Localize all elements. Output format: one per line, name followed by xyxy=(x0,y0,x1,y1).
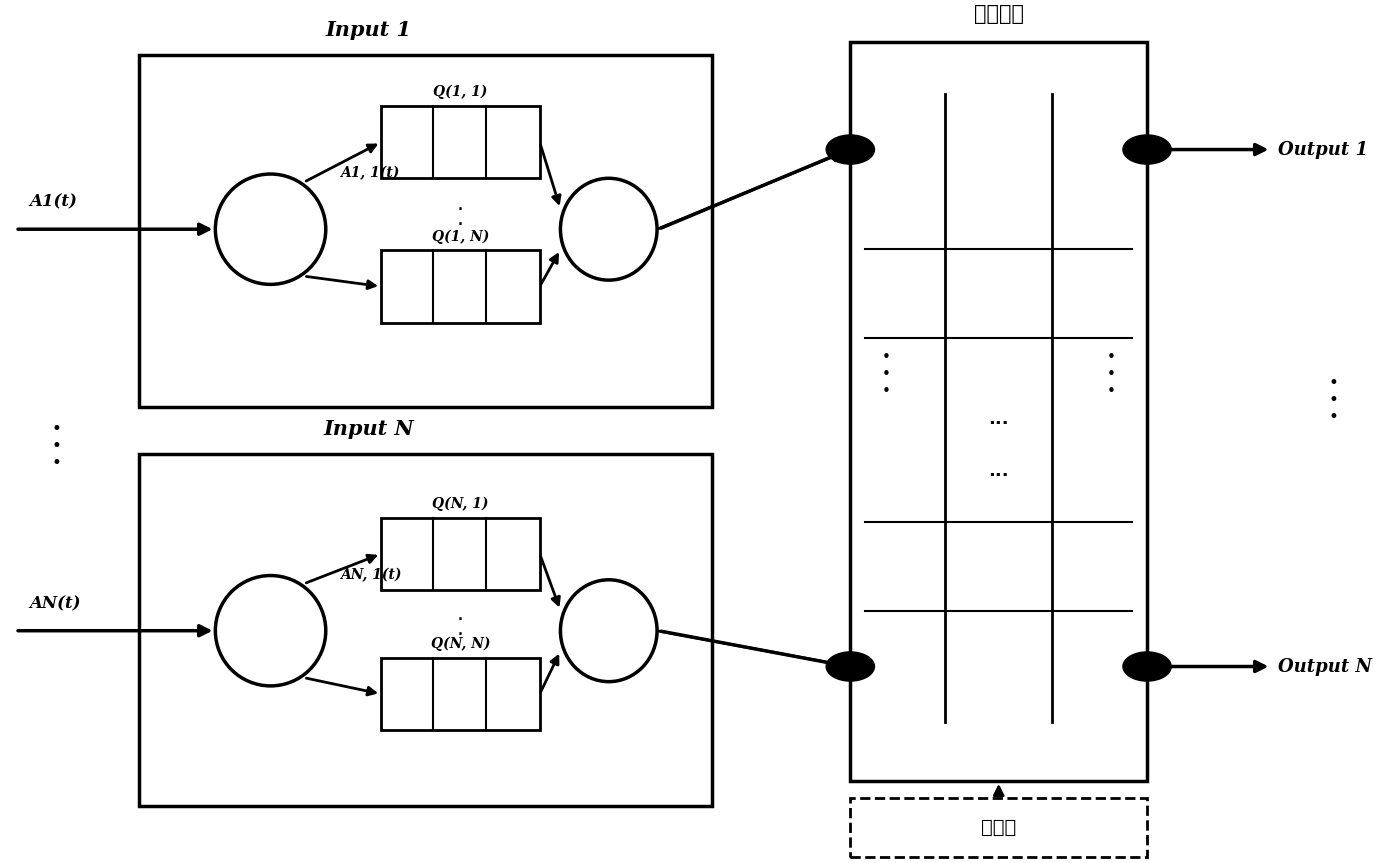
Bar xyxy=(381,250,540,323)
Text: ...: ... xyxy=(988,462,1009,480)
Text: •: • xyxy=(881,350,891,365)
Ellipse shape xyxy=(215,174,325,285)
Text: •: • xyxy=(1107,367,1115,381)
Text: Input 1: Input 1 xyxy=(325,20,412,40)
Ellipse shape xyxy=(560,179,658,280)
Text: •: • xyxy=(881,367,891,381)
Bar xyxy=(381,106,540,179)
Text: •: • xyxy=(52,419,61,438)
Text: Q(1, 1): Q(1, 1) xyxy=(433,85,487,99)
Text: Q(1, N): Q(1, N) xyxy=(431,230,489,243)
Circle shape xyxy=(1122,135,1171,165)
Text: .: . xyxy=(456,210,463,230)
Text: Q(N, 1): Q(N, 1) xyxy=(433,496,489,511)
Text: AN(t): AN(t) xyxy=(29,595,81,612)
Text: •: • xyxy=(1329,407,1339,425)
Text: A1, 1(t): A1, 1(t) xyxy=(339,167,399,180)
Bar xyxy=(140,454,712,806)
Bar xyxy=(850,798,1148,857)
Circle shape xyxy=(825,135,875,165)
Ellipse shape xyxy=(560,580,658,682)
Text: .: . xyxy=(456,194,463,214)
Text: A1(t): A1(t) xyxy=(29,193,77,211)
Text: .: . xyxy=(456,604,463,624)
Text: •: • xyxy=(52,454,61,472)
Ellipse shape xyxy=(215,576,325,686)
Text: •: • xyxy=(881,384,891,399)
Bar xyxy=(850,42,1148,781)
Text: •: • xyxy=(1107,350,1115,365)
Circle shape xyxy=(1122,652,1171,682)
Text: •: • xyxy=(1329,391,1339,408)
Circle shape xyxy=(825,652,875,682)
Text: Output N: Output N xyxy=(1279,658,1372,676)
Text: AN, 1(t): AN, 1(t) xyxy=(339,568,401,582)
Text: Q(N, N): Q(N, N) xyxy=(430,637,490,651)
Text: •: • xyxy=(52,437,61,455)
Text: ...: ... xyxy=(988,410,1009,428)
Text: 交换结构: 交换结构 xyxy=(973,3,1023,24)
Text: •: • xyxy=(1107,384,1115,399)
Text: .: . xyxy=(456,619,463,639)
Text: •: • xyxy=(1329,374,1339,392)
Bar xyxy=(381,658,540,730)
Bar xyxy=(381,518,540,590)
Text: Output 1: Output 1 xyxy=(1279,141,1368,159)
Text: Input N: Input N xyxy=(324,419,413,439)
Bar xyxy=(140,55,712,407)
Text: 调度器: 调度器 xyxy=(981,818,1016,837)
